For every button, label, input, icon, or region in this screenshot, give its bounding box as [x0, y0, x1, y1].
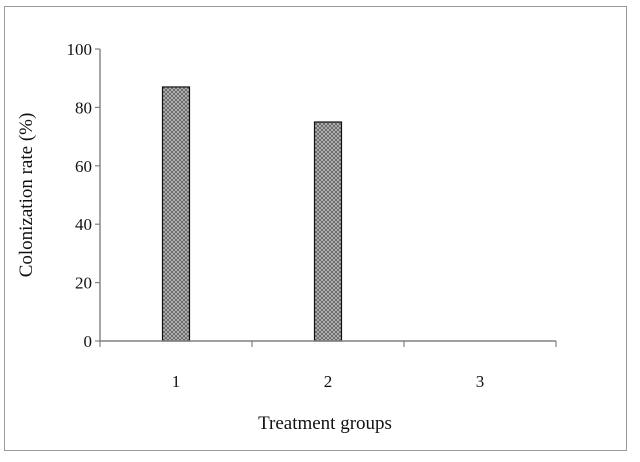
y-tick-label: 0	[84, 332, 93, 351]
x-tick-label: 1	[172, 372, 181, 391]
bar-group-1	[161, 86, 191, 342]
y-tick-label: 60	[75, 157, 92, 176]
x-tick-label: 2	[324, 372, 333, 391]
y-tick-label: 100	[67, 40, 93, 59]
y-axis-title: Colonization rate (%)	[16, 113, 37, 278]
y-tick-label: 80	[75, 98, 92, 117]
bars	[161, 86, 343, 342]
bar-group-2	[313, 121, 343, 342]
axes	[99, 49, 557, 347]
x-axis-ticks: 1 2 3	[172, 372, 485, 391]
x-tick-label: 3	[476, 372, 485, 391]
y-axis-ticks: 0 20 40 60 80 100	[67, 40, 100, 351]
y-tick-label: 40	[75, 215, 92, 234]
x-axis-title: Treatment groups	[258, 413, 392, 434]
y-tick-label: 20	[75, 274, 92, 293]
